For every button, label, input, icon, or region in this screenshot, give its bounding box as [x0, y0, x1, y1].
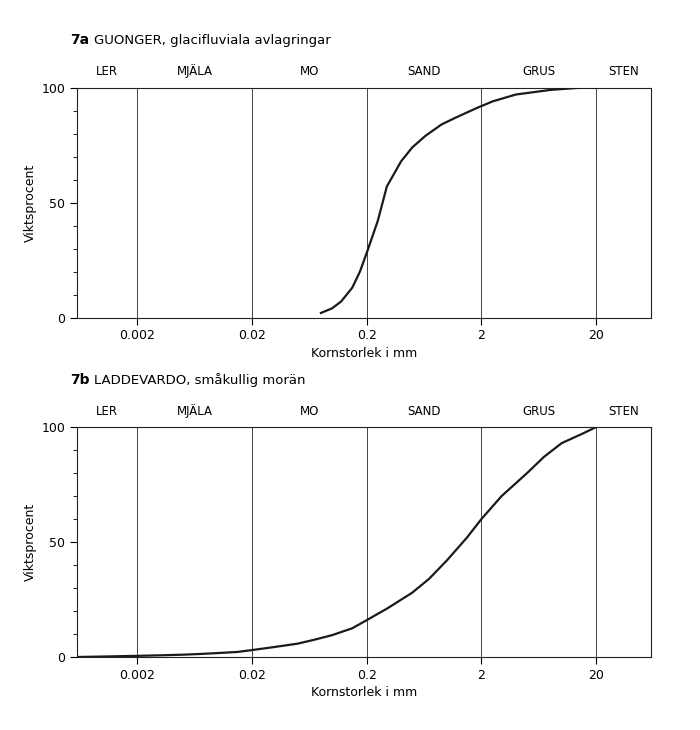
Text: SAND: SAND — [407, 66, 441, 78]
Text: STEN: STEN — [608, 405, 639, 418]
Text: GRUS: GRUS — [522, 66, 555, 78]
Text: LADDEVARDO, småkullig morän: LADDEVARDO, småkullig morän — [94, 373, 306, 387]
Text: SAND: SAND — [407, 405, 441, 418]
Text: GRUS: GRUS — [522, 405, 555, 418]
Text: LER: LER — [96, 66, 118, 78]
Text: MO: MO — [300, 66, 319, 78]
Text: 7b: 7b — [70, 373, 90, 387]
Text: 7a: 7a — [70, 34, 89, 47]
Text: MJÄLA: MJÄLA — [176, 404, 212, 418]
X-axis label: Kornstorlek i mm: Kornstorlek i mm — [311, 347, 417, 359]
Text: MO: MO — [300, 405, 319, 418]
Text: LER: LER — [96, 405, 118, 418]
Y-axis label: Viktsprocent: Viktsprocent — [25, 503, 37, 581]
X-axis label: Kornstorlek i mm: Kornstorlek i mm — [311, 686, 417, 699]
Text: GUONGER, glacifluviala avlagringar: GUONGER, glacifluviala avlagringar — [94, 34, 331, 47]
Text: STEN: STEN — [608, 66, 639, 78]
Text: MJÄLA: MJÄLA — [176, 64, 212, 78]
Y-axis label: Viktsprocent: Viktsprocent — [25, 164, 37, 242]
